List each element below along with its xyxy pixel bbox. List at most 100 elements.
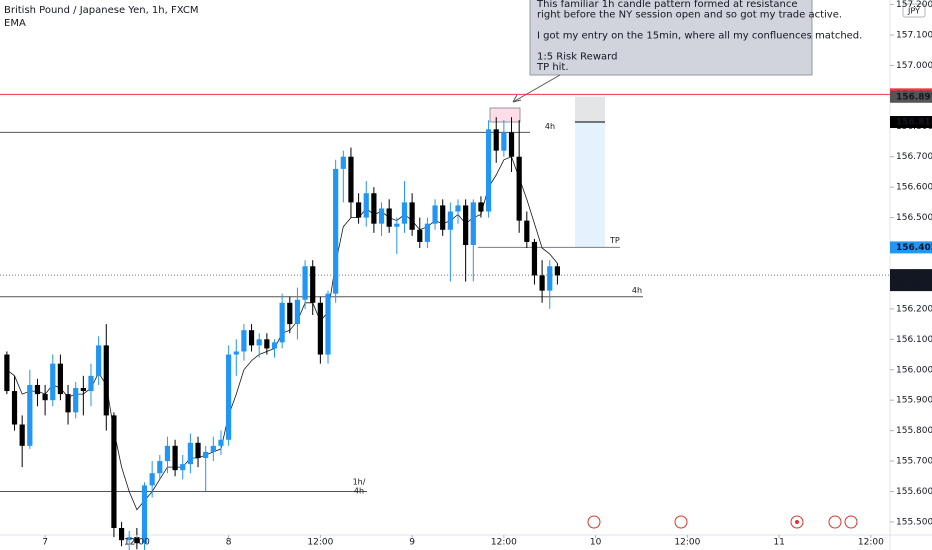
candle-body	[218, 439, 224, 446]
event-icon	[828, 515, 842, 529]
candle-body	[279, 302, 285, 343]
candle-body	[241, 330, 247, 352]
event-icon	[587, 515, 601, 529]
event-icons	[587, 515, 858, 529]
candle-body	[27, 384, 33, 446]
candle-body	[111, 415, 117, 529]
y-tick-label: 156.200	[896, 304, 932, 314]
price-label: 156.402	[896, 243, 932, 253]
candle-body	[447, 211, 453, 230]
x-tick-label: 11	[773, 538, 784, 548]
candle-body	[103, 345, 109, 416]
stop-zone	[575, 96, 605, 123]
candle-body	[409, 202, 415, 230]
candle-body	[226, 354, 232, 440]
price-label: 156.897	[896, 92, 932, 102]
y-tick-label: 157.100	[896, 30, 932, 40]
target-label: TP	[609, 236, 620, 245]
candle-body	[50, 363, 56, 401]
annotation-text: This familiar 1h candle pattern formed a…	[536, 0, 797, 10]
candle-body	[233, 351, 239, 355]
candle-body	[485, 129, 492, 212]
candle-body	[80, 388, 86, 392]
y-tick-label: 155.500	[896, 517, 932, 527]
candle-body	[524, 220, 530, 242]
candle-body	[508, 132, 515, 157]
price-label-bg	[890, 241, 932, 254]
price-label-bg	[890, 116, 932, 129]
candle-body	[126, 537, 132, 541]
candle-body	[493, 129, 499, 151]
candle-body	[141, 485, 148, 544]
candle-body	[88, 375, 94, 392]
candle-body	[172, 445, 178, 471]
annotation-text: right before the NY session open and so …	[537, 10, 842, 21]
candle-body	[302, 266, 308, 300]
candle-body	[516, 156, 522, 221]
candle-body	[11, 391, 18, 425]
candle-body	[96, 345, 102, 376]
candle-body	[317, 302, 323, 355]
candle-body	[417, 229, 423, 242]
currency-label: JPY	[907, 7, 920, 16]
candle-body	[463, 205, 469, 245]
candle-body	[248, 330, 255, 346]
candle-body	[19, 424, 25, 446]
price-label-bg	[890, 90, 932, 103]
candle-body	[440, 205, 446, 230]
currency-badge	[902, 3, 926, 18]
y-tick-label: 155.600	[896, 487, 932, 497]
event-icon	[844, 515, 858, 529]
candle-body	[432, 205, 438, 224]
candle-body	[118, 528, 125, 541]
candle-body	[264, 339, 270, 349]
candle-body	[164, 445, 171, 462]
chart-title: British Pound / Japanese Yen, 1h, FXCM	[4, 5, 198, 16]
target-zone	[575, 122, 605, 248]
candle-body	[42, 394, 48, 401]
x-tick-label: 12:00	[674, 538, 700, 548]
level-label: 4h	[632, 286, 642, 295]
candle-body	[325, 293, 331, 355]
candle-body	[73, 388, 79, 413]
x-tick-label: 9	[409, 538, 415, 548]
indicator-label: EMA	[4, 18, 26, 29]
pattern-highlight	[489, 107, 521, 123]
candle-body	[134, 537, 140, 544]
level-label: 1h/4h	[353, 477, 366, 495]
y-tick-label: 156.600	[896, 183, 932, 193]
y-tick-label: 156.700	[896, 152, 932, 162]
event-icon	[674, 515, 688, 529]
candle-body	[195, 442, 201, 459]
candle-body	[394, 223, 400, 227]
candle-body	[501, 132, 507, 151]
candle-body	[371, 193, 377, 224]
annotation-text: 1:5 Risk Reward	[537, 52, 617, 63]
y-tick-label: 155.700	[896, 457, 932, 467]
candle-body	[310, 266, 316, 303]
x-tick-label: 12:00	[491, 538, 517, 548]
x-tick-label: 12:00	[124, 538, 150, 548]
candle-body	[256, 339, 262, 346]
candle-body	[340, 156, 346, 169]
candle-body	[294, 299, 301, 325]
x-tick-label: 12:00	[858, 538, 884, 548]
candle-body	[531, 241, 538, 276]
axes: 155.500 155.600 155.700 155.800 155.900 156.0…	[42, 0, 932, 548]
plot-area: 4h 4h 1h/4h TP This familiar 1h candle patte…	[0, 0, 890, 550]
y-tick-label: 155.900	[896, 396, 932, 406]
candle-body	[180, 464, 186, 471]
candle-body	[210, 445, 216, 452]
candle-body	[401, 202, 408, 224]
candle-body	[287, 302, 293, 325]
candle-body	[65, 394, 71, 413]
candle-body	[271, 342, 278, 349]
candle-body	[363, 193, 369, 218]
candle-body	[470, 202, 476, 245]
price-label: 156.311	[896, 271, 932, 281]
y-tick-label: 156.100	[896, 335, 932, 345]
price-label-bg	[890, 269, 932, 292]
candle-body	[378, 208, 385, 224]
level-label: 4h	[545, 122, 555, 131]
